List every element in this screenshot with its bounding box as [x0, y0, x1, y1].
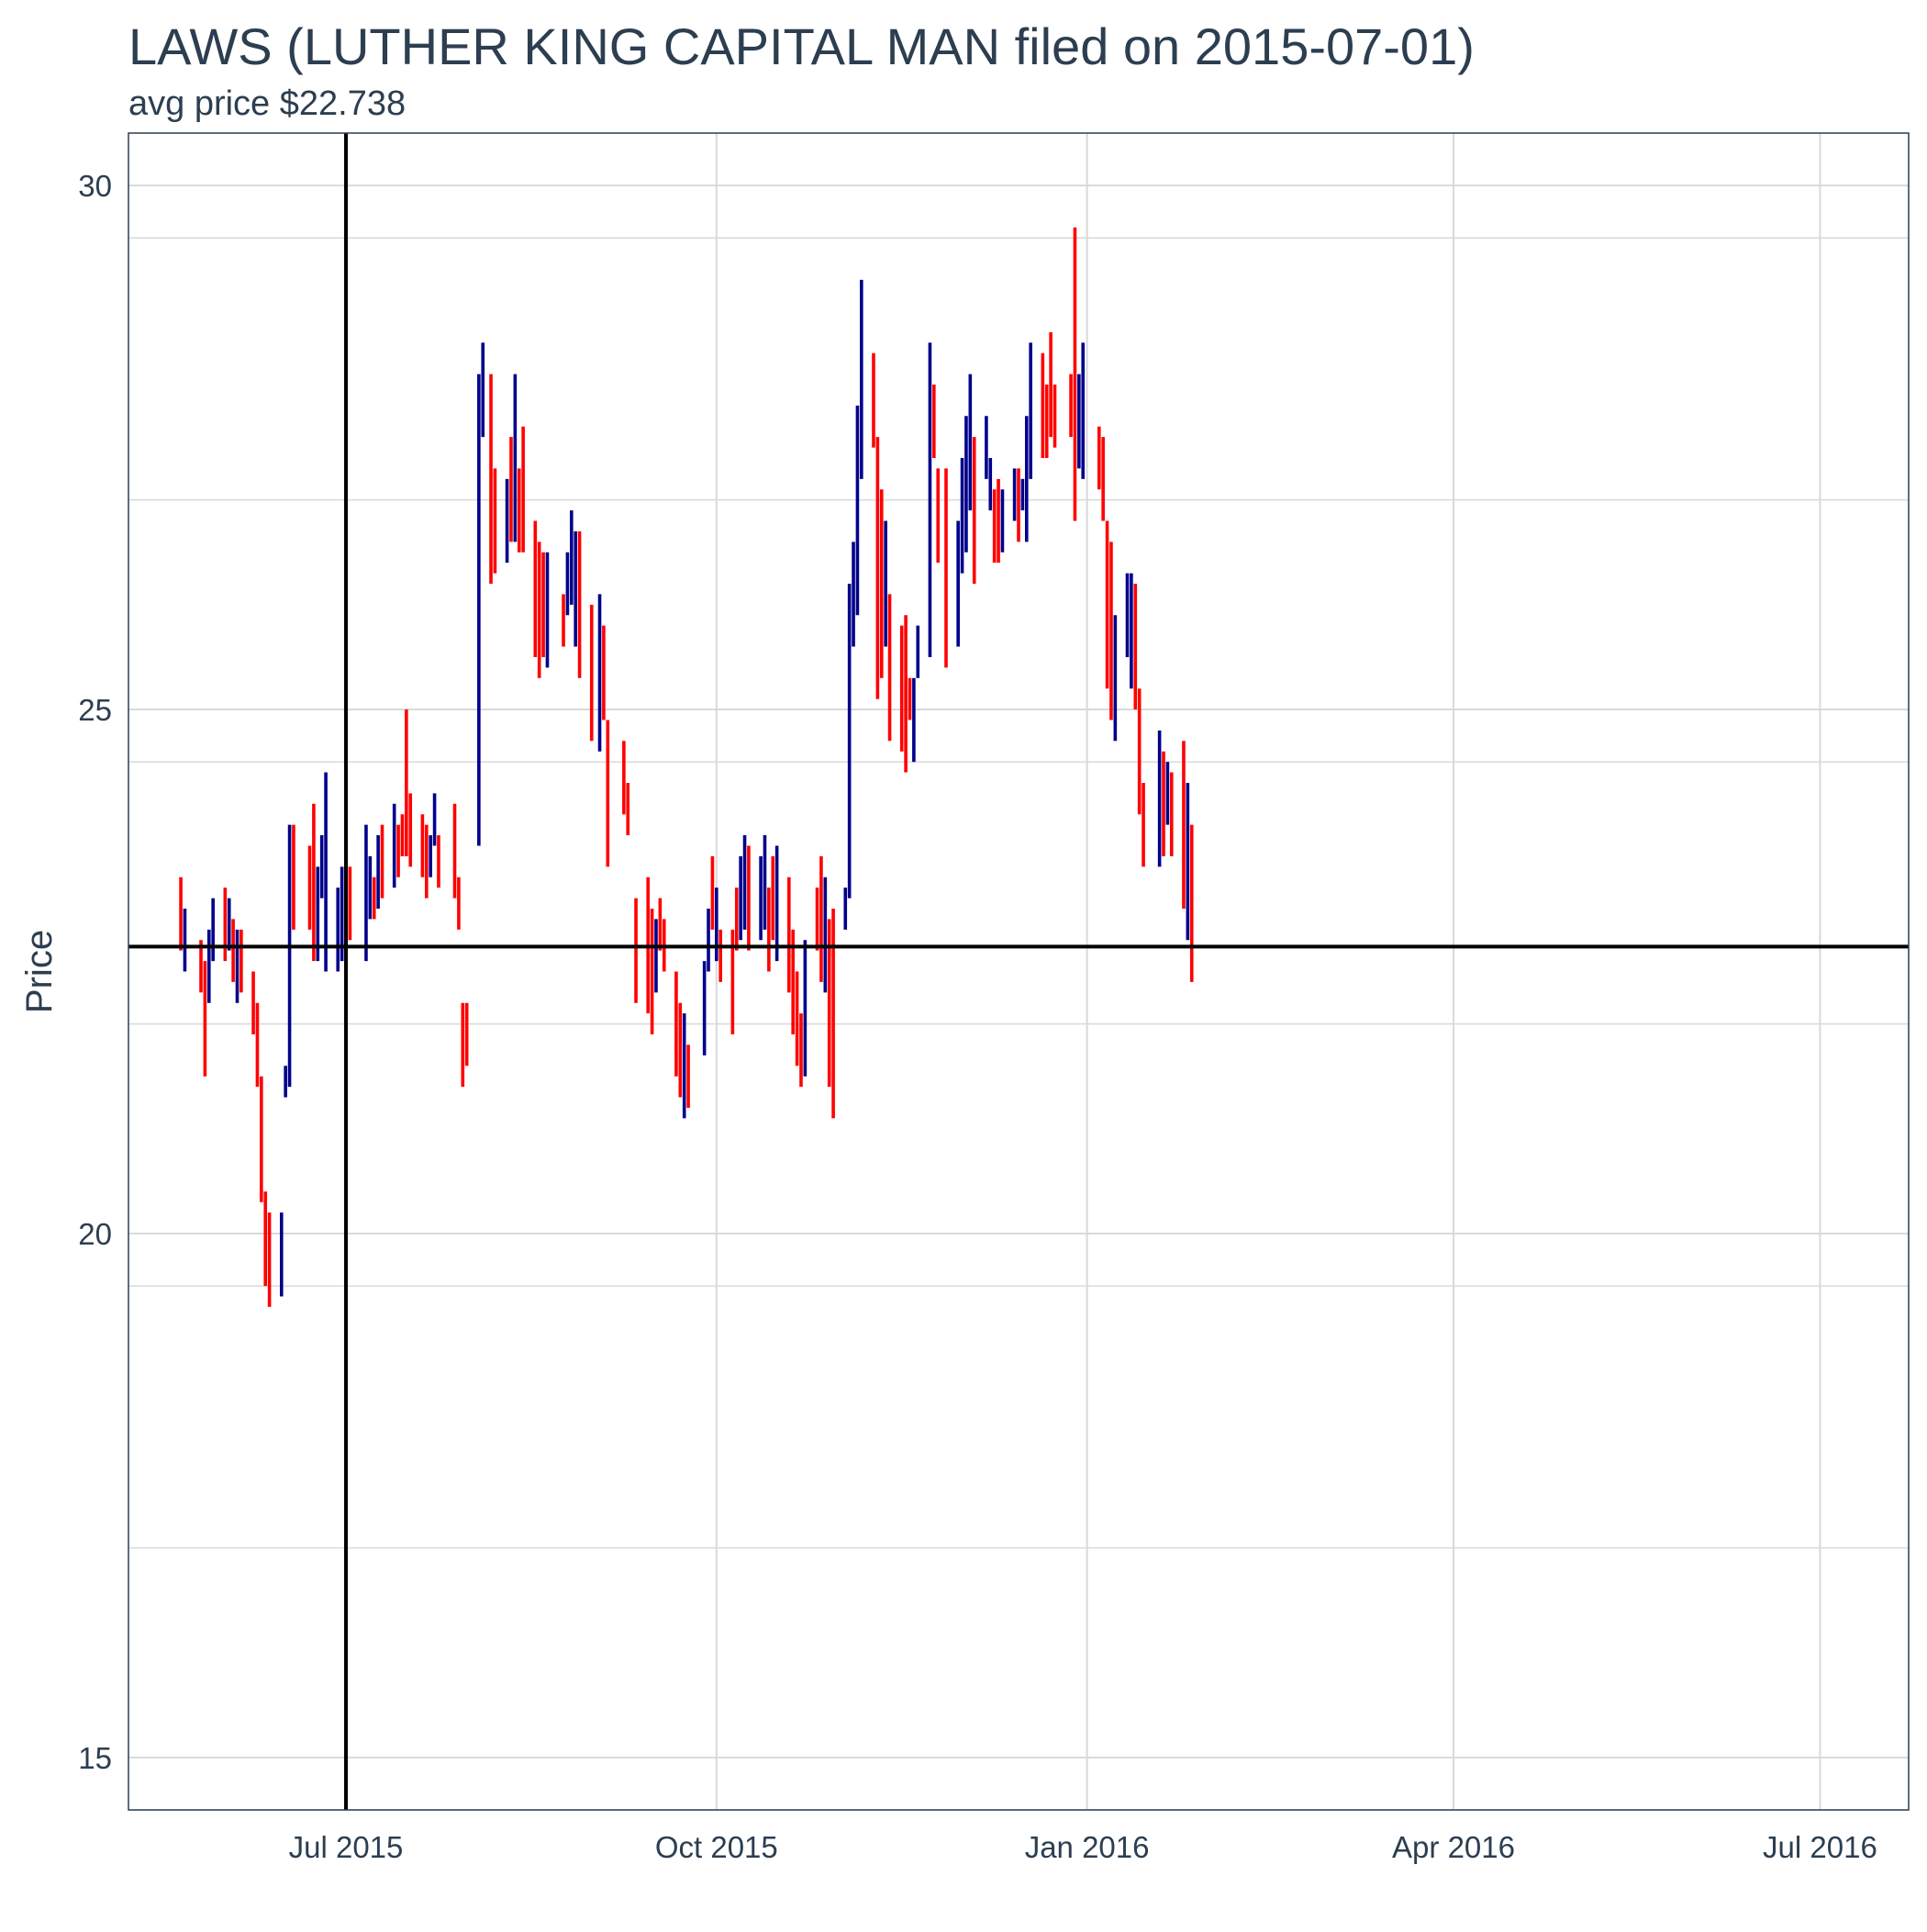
x-tick-label: Jul 2016 [1763, 1830, 1877, 1864]
chart-subtitle: avg price $22.738 [128, 84, 407, 123]
x-tick-label: Jan 2016 [1025, 1830, 1150, 1864]
x-tick-label: Oct 2015 [655, 1830, 778, 1864]
y-tick-label: 25 [78, 693, 112, 727]
x-tick-label: Apr 2016 [1392, 1830, 1515, 1864]
panel-border [128, 132, 1910, 1811]
y-tick-label: 15 [78, 1741, 112, 1775]
chart-title: LAWS (LUTHER KING CAPITAL MAN filed on 2… [128, 17, 1475, 75]
y-axis-label: Price [19, 930, 60, 1013]
y-tick-label: 30 [78, 169, 112, 203]
y-tick-label: 20 [78, 1217, 112, 1251]
x-tick-label: Jul 2015 [289, 1830, 404, 1864]
